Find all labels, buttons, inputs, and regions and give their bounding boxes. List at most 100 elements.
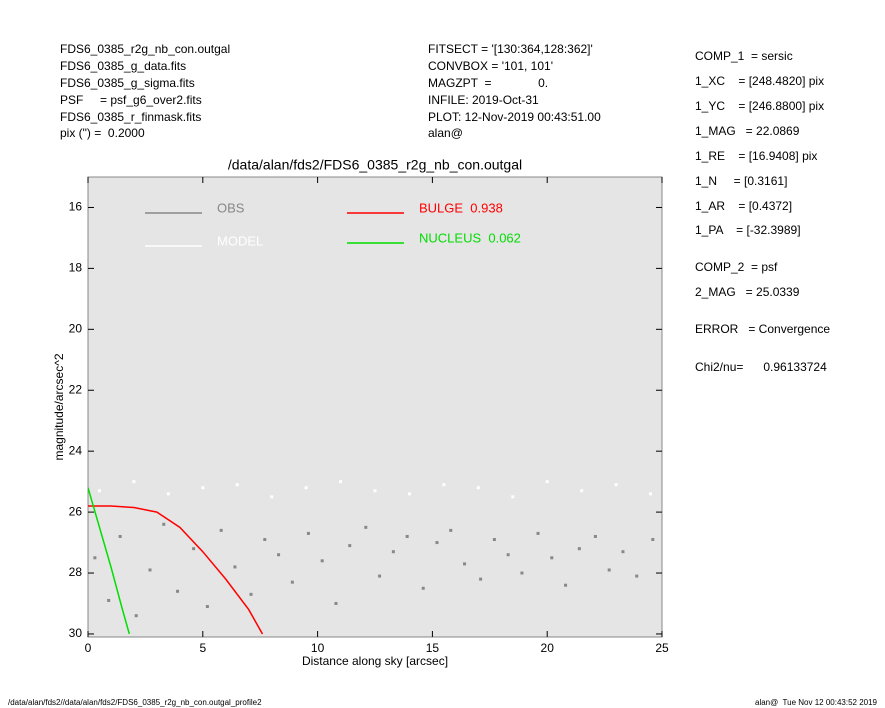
header-middle-line: FITSECT = '[130:364,128:362]' xyxy=(428,42,593,56)
y-tick-label: 30 xyxy=(69,626,83,640)
data-point xyxy=(449,528,453,532)
data-point xyxy=(373,489,377,493)
data-point xyxy=(635,574,639,578)
data-point xyxy=(306,531,310,535)
data-point xyxy=(550,556,554,560)
data-point xyxy=(277,553,281,557)
y-tick-label: 22 xyxy=(69,382,83,396)
header-left-line: FDS6_0385_r_finmask.fits xyxy=(60,110,201,124)
data-point xyxy=(651,538,655,542)
parameter-line: 1_MAG = 22.0869 xyxy=(695,124,800,138)
data-point xyxy=(649,492,653,496)
data-point xyxy=(348,544,352,548)
header-middle-line: INFILE: 2019-Oct-31 xyxy=(428,93,539,107)
data-point xyxy=(593,534,597,538)
data-point xyxy=(205,605,209,609)
parameter-line: Chi2/nu= 0.96133724 xyxy=(695,360,827,374)
data-point xyxy=(506,553,510,557)
legend-label: BULGE 0.938 xyxy=(419,200,503,215)
data-point xyxy=(118,534,122,538)
data-point xyxy=(621,550,625,554)
y-tick-label: 26 xyxy=(69,504,83,518)
header-middle-line: CONVBOX = '101, 101' xyxy=(428,59,553,73)
data-point xyxy=(435,541,439,545)
data-point xyxy=(290,580,294,584)
header-left-line: pix (") = 0.2000 xyxy=(60,126,145,140)
data-point xyxy=(320,559,324,563)
legend-label: NUCLEUS 0.062 xyxy=(419,230,521,245)
y-tick-label: 18 xyxy=(69,261,83,275)
data-point xyxy=(364,525,368,529)
data-point xyxy=(233,565,237,569)
parameter-line: 1_YC = [246.8800] pix xyxy=(695,99,824,113)
x-tick-label: 20 xyxy=(541,641,555,655)
data-point xyxy=(263,538,267,542)
data-point xyxy=(614,483,618,487)
data-point xyxy=(192,547,196,551)
data-point xyxy=(107,598,111,602)
data-point xyxy=(132,480,136,484)
marks xyxy=(88,480,655,635)
data-point xyxy=(476,486,480,490)
profile-line xyxy=(88,505,264,635)
data-point xyxy=(564,583,568,587)
parameter-line: COMP_1 = sersic xyxy=(695,49,793,63)
footer-left: /data/alan/fds2//data/alan/fds2/FDS6_038… xyxy=(8,698,262,707)
parameter-line: 1_N = [0.3161] xyxy=(695,174,787,188)
legend-label: OBS xyxy=(217,200,245,215)
y-tick-label: 28 xyxy=(69,565,83,579)
data-point xyxy=(219,528,223,532)
data-point xyxy=(545,480,549,484)
data-point xyxy=(536,531,540,535)
data-point xyxy=(479,577,483,581)
data-point xyxy=(201,486,205,490)
parameter-line: COMP_2 = psf xyxy=(695,260,778,274)
data-point xyxy=(405,534,409,538)
y-tick-label: 16 xyxy=(69,200,83,214)
data-point xyxy=(492,538,496,542)
y-tick-label: 20 xyxy=(69,321,83,335)
data-point xyxy=(235,483,239,487)
header-middle-line: MAGZPT = 0. xyxy=(428,76,548,90)
x-tick-label: 5 xyxy=(199,641,206,655)
x-tick-label: 15 xyxy=(426,641,440,655)
parameter-line: 1_XC = [248.4820] pix xyxy=(695,74,824,88)
parameter-line: 1_PA = [-32.3989] xyxy=(695,223,801,237)
plot-area xyxy=(87,176,663,638)
data-point xyxy=(511,495,515,499)
data-point xyxy=(334,601,338,605)
data-point xyxy=(391,550,395,554)
x-axis-label: Distance along sky [arcsec] xyxy=(302,654,448,668)
data-point xyxy=(407,492,411,496)
data-point xyxy=(166,492,170,496)
header-left-line: FDS6_0385_g_data.fits xyxy=(60,59,186,73)
data-point xyxy=(134,614,138,618)
data-point xyxy=(270,495,274,499)
header-left-line: PSF = psf_g6_over2.fits xyxy=(60,93,202,107)
y-axis-label: magnitude/arcsec^2 xyxy=(52,353,66,460)
header-middle-line: PLOT: 12-Nov-2019 00:43:51.00 xyxy=(428,110,601,124)
header-left-line: FDS6_0385_r2g_nb_con.outgal xyxy=(60,42,230,56)
data-point xyxy=(97,489,101,493)
x-tick-label: 10 xyxy=(311,641,325,655)
x-tick-label: 0 xyxy=(85,641,92,655)
data-point xyxy=(162,522,166,526)
data-point xyxy=(421,586,425,590)
data-point xyxy=(577,547,581,551)
data-point xyxy=(520,571,524,575)
data-point xyxy=(93,556,97,560)
parameter-line: 2_MAG = 25.0339 xyxy=(695,285,800,299)
legend-label: MODEL xyxy=(217,233,263,248)
data-point xyxy=(176,589,180,593)
profile-line xyxy=(88,487,131,635)
parameter-line: 1_AR = [0.4372] xyxy=(695,199,792,213)
x-tick-label: 25 xyxy=(655,641,669,655)
chart-title: /data/alan/fds2/FDS6_0385_r2g_nb_con.out… xyxy=(228,157,522,173)
data-point xyxy=(607,568,611,572)
parameter-line: ERROR = Convergence xyxy=(695,322,830,336)
footer-right: alan@ Tue Nov 12 00:43:52 2019 xyxy=(755,698,878,707)
header-left-line: FDS6_0385_g_sigma.fits xyxy=(60,76,195,90)
data-point xyxy=(304,486,308,490)
data-point xyxy=(580,489,584,493)
